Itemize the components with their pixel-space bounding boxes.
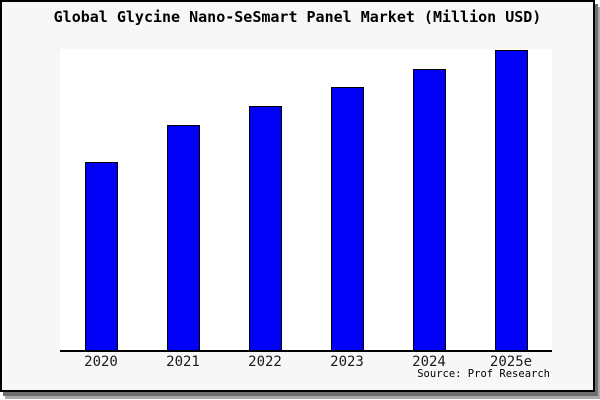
bar-2020 [84, 161, 118, 350]
bar-slot-2020 [60, 49, 142, 350]
bar-slot-2022 [224, 49, 306, 350]
bar-2024 [412, 68, 446, 350]
x-tick-label-2021: 2021 [166, 354, 200, 370]
x-axis-labels: 2020 2021 2022 2023 2024 2025e [60, 355, 552, 370]
x-tick-label-2023: 2023 [330, 354, 364, 370]
chart-frame: Global Glycine Nano-SeSmart Panel Market… [0, 0, 595, 392]
bar-2023 [330, 86, 364, 350]
bar-slot-2023 [306, 49, 388, 350]
x-tick-label-2025e: 2025e [489, 354, 533, 370]
source-credit: Source: Prof Research [417, 368, 550, 380]
bar-slot-2025e [470, 49, 552, 350]
x-tick-label-2022: 2022 [248, 354, 282, 370]
x-tick-label-2020: 2020 [84, 354, 118, 370]
bar-2025e [494, 49, 528, 350]
bar-2022 [248, 105, 282, 350]
bar-2021 [166, 124, 200, 350]
x-tick-label-2024: 2024 [412, 354, 446, 370]
bar-slot-2024 [388, 49, 470, 350]
plot-area [60, 49, 552, 352]
bars-container [60, 49, 552, 350]
chart-title: Global Glycine Nano-SeSmart Panel Market… [53, 8, 542, 26]
bar-slot-2021 [142, 49, 224, 350]
